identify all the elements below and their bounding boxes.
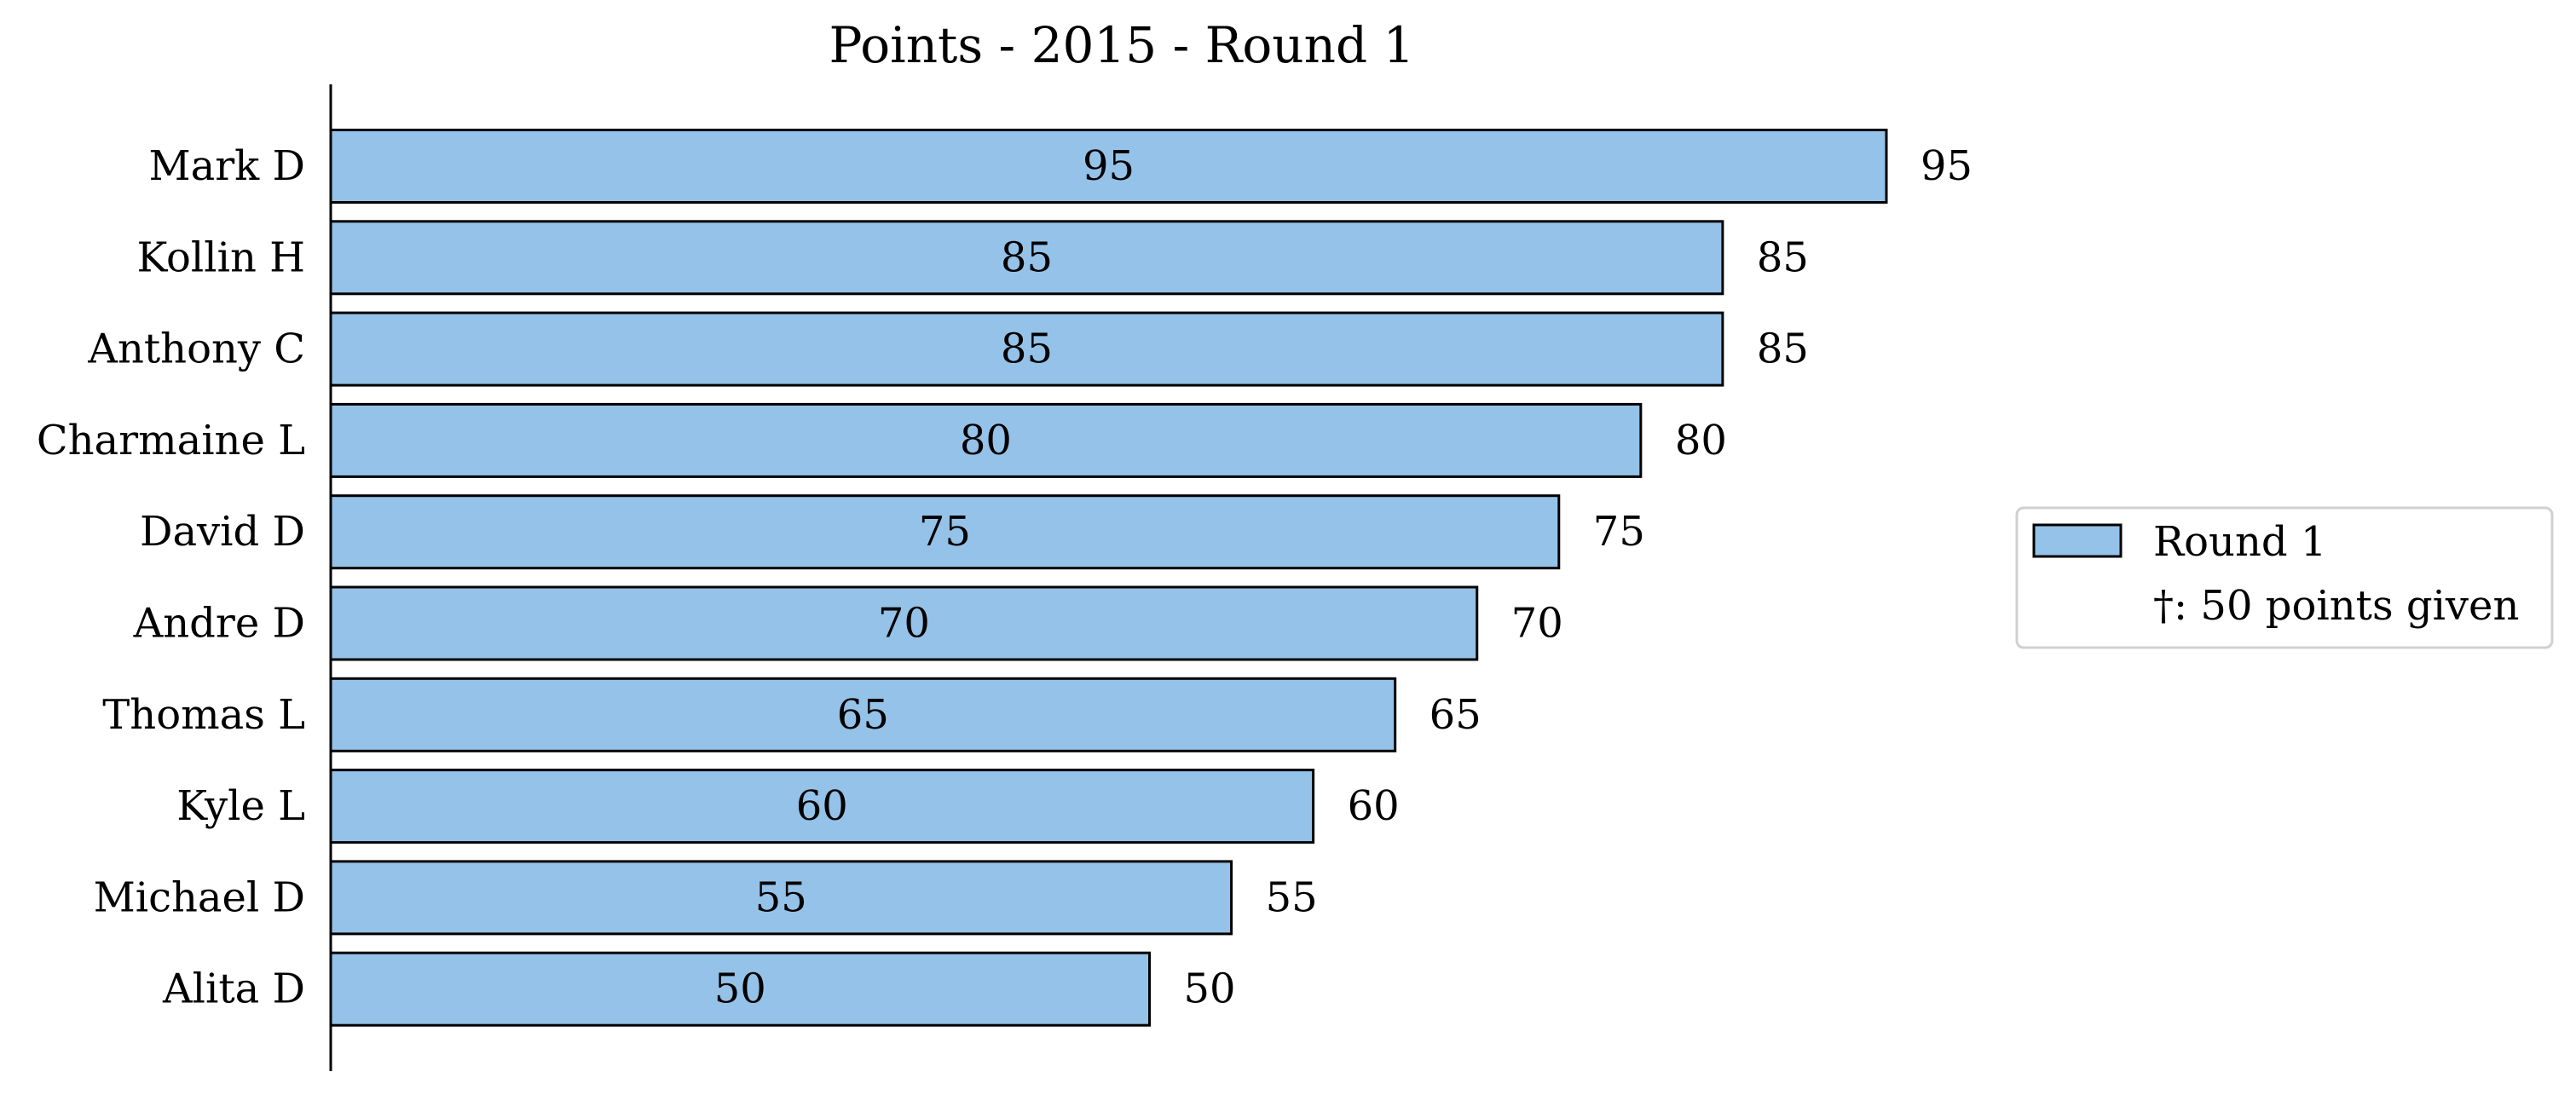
bar-david-d xyxy=(329,494,1561,570)
bar-outside-label-alita-d: 50 xyxy=(1184,965,1236,1013)
chart-title: Points - 2015 - Round 1 xyxy=(829,16,1415,74)
legend: Round 1 †: 50 points given xyxy=(2015,506,2554,649)
bar-anthony-c xyxy=(329,311,1724,387)
bar-outside-label-david-d: 75 xyxy=(1593,508,1645,556)
legend-swatch-round-1 xyxy=(2032,523,2123,558)
bar-alita-d xyxy=(329,951,1152,1027)
bar-inside-label-mark-d: 95 xyxy=(1083,142,1135,190)
bar-inside-label-kyle-l: 60 xyxy=(796,782,848,830)
category-label-alita-d: Alita D xyxy=(162,965,305,1013)
bar-outside-label-anthony-c: 85 xyxy=(1757,326,1809,373)
bar-inside-label-david-d: 75 xyxy=(919,508,971,556)
bar-outside-label-andre-d: 70 xyxy=(1511,600,1563,648)
bar-inside-label-thomas-l: 65 xyxy=(837,691,889,739)
bar-outside-label-michael-d: 55 xyxy=(1266,873,1318,921)
legend-label-round-1: Round 1 xyxy=(2153,518,2326,566)
bar-thomas-l xyxy=(329,677,1397,752)
bar-outside-label-mark-d: 95 xyxy=(1920,142,1972,190)
category-label-kyle-l: Kyle L xyxy=(176,782,305,830)
bar-inside-label-michael-d: 55 xyxy=(755,873,807,921)
bar-inside-label-andre-d: 70 xyxy=(878,600,930,648)
bar-outside-label-kyle-l: 60 xyxy=(1348,782,1400,830)
bar-inside-label-alita-d: 50 xyxy=(714,965,766,1013)
category-label-thomas-l: Thomas L xyxy=(102,691,305,739)
bar-inside-label-charmaine-l: 80 xyxy=(960,417,1012,464)
bar-outside-label-thomas-l: 65 xyxy=(1430,691,1481,739)
bar-mark-d xyxy=(329,129,1888,204)
category-label-anthony-c: Anthony C xyxy=(87,326,305,373)
category-label-kollin-h: Kollin H xyxy=(136,233,305,281)
bar-inside-label-kollin-h: 85 xyxy=(1001,233,1053,281)
legend-note-points-given: †: 50 points given xyxy=(2153,582,2519,630)
bar-outside-label-charmaine-l: 80 xyxy=(1675,417,1727,464)
legend-frame xyxy=(2015,506,2554,649)
category-label-charmaine-l: Charmaine L xyxy=(37,417,305,464)
bar-outside-label-kollin-h: 85 xyxy=(1757,233,1809,281)
bar-inside-label-anthony-c: 85 xyxy=(1001,326,1053,373)
bar-charmaine-l xyxy=(329,402,1643,478)
category-label-michael-d: Michael D xyxy=(94,873,305,921)
bars-group: 95 95 Mark D 85 85 Kollin H 85 85 Anthony C 80 80 C… xyxy=(37,129,1972,1027)
category-label-david-d: David D xyxy=(140,508,305,556)
bar-kollin-h xyxy=(329,220,1724,296)
category-label-mark-d: Mark D xyxy=(148,142,305,190)
category-label-andre-d: Andre D xyxy=(133,600,305,648)
